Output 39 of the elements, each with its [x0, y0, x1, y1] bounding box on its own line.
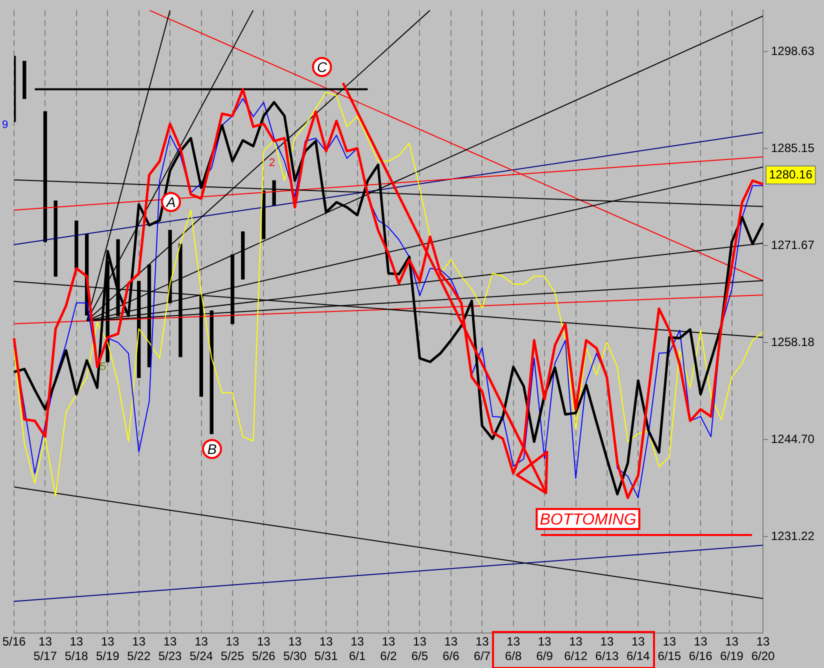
x-tick-label: 13 6/15 — [658, 634, 682, 663]
x-tick-label: 13 5/23 — [158, 634, 182, 663]
annotation: 5 — [100, 361, 106, 374]
y-tick-label: 1298.63 — [771, 44, 815, 58]
x-tick-label: 13 6/13 — [595, 634, 619, 663]
x-tick-label: 13 6/14 — [626, 634, 650, 663]
x-tick-label: 13 5/26 — [252, 634, 276, 663]
x-tick-label: 13 6/9 — [536, 634, 554, 663]
y-tick-label: 1244.70 — [771, 432, 815, 446]
x-tick-label: 13 5/19 — [96, 634, 120, 663]
x-tick-label: 13 5/30 — [283, 634, 307, 663]
x-tick-label: 13 6/12 — [564, 634, 588, 663]
y-tick-label: 1231.22 — [771, 528, 815, 543]
x-tick-label: 5/16 — [2, 634, 26, 649]
x-tick-label: 13 6/19 — [720, 634, 744, 663]
text: 9 — [2, 119, 8, 132]
annotation: 2 — [268, 157, 276, 170]
x-tick-label: 13 6/2 — [380, 634, 398, 663]
annotation: B — [207, 440, 217, 457]
x-tick-label: 13 5/31 — [314, 634, 338, 663]
x-tick-label: 13 6/8 — [504, 634, 522, 663]
x-tick-label: 13 6/7 — [474, 634, 491, 663]
x-tick-label: 13 5/18 — [64, 634, 88, 663]
x-tick-label: 13 6/5 — [411, 634, 428, 663]
x-tick-label: 13 5/24 — [190, 634, 214, 663]
annotation: A — [165, 194, 176, 210]
text: 1280.16 — [769, 167, 813, 182]
annotation: C — [316, 58, 328, 75]
x-tick-label: 13 6/6 — [442, 634, 460, 663]
x-tick-label: 13 5/22 — [127, 634, 151, 663]
x-tick-label: 13 6/16 — [688, 634, 713, 663]
y-tick-label: 1258.18 — [771, 334, 815, 349]
annotation: BOTTOMING — [540, 511, 636, 528]
y-tick-label: 1271.67 — [771, 238, 815, 252]
y-tick-label: 1285.15 — [771, 140, 815, 155]
x-tick-label: 13 6/1 — [348, 634, 366, 663]
x-tick-label: 13 5/25 — [220, 634, 244, 663]
x-tick-label: 13 5/17 — [34, 634, 58, 663]
x-tick-label: 13 6/20 — [751, 634, 775, 663]
